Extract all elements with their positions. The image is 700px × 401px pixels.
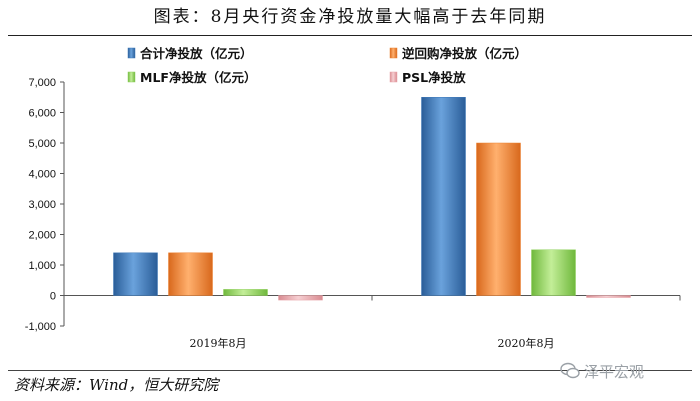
y-tick-label: 5,000	[28, 138, 56, 150]
bar-1-1	[113, 252, 158, 296]
chart-bars	[113, 97, 631, 301]
legend-swatch	[389, 47, 398, 59]
legend-label: MLF净投放（亿元）	[140, 70, 256, 85]
bar-2-4	[586, 295, 631, 298]
legend-label: 合计净投放（亿元）	[140, 46, 253, 61]
legend-label: PSL净投放	[402, 70, 466, 85]
legend-swatch	[127, 71, 136, 83]
y-tick-label: 6,000	[28, 108, 56, 120]
bar-chart: 合计净投放（亿元） 逆回购净投放（亿元） MLF净投放（亿元） PSL净投放 -1,0…	[25, 46, 681, 350]
title-divider	[8, 35, 692, 36]
y-tick-label: -1,000	[25, 321, 56, 333]
legend-label: 逆回购净投放（亿元）	[402, 46, 527, 61]
chart-axes: -1,000 0 1,000 2,000 3,000 4,000 5,000 6,000 7,0…	[25, 77, 681, 350]
bar-1-2	[168, 252, 213, 296]
y-tick-label: 2,000	[28, 230, 56, 242]
legend-swatch	[127, 47, 136, 59]
page-title: 图表：8月央行资金净投放量大幅高于去年同期	[153, 7, 547, 27]
y-tick-label: 1,000	[28, 260, 56, 272]
chart-legend: 合计净投放（亿元） 逆回购净投放（亿元） MLF净投放（亿元） PSL净投放	[127, 46, 527, 85]
bar-1-3	[223, 289, 268, 296]
legend-swatch	[389, 71, 398, 83]
y-tick-label: 0	[50, 291, 56, 303]
y-tick-label: 3,000	[28, 199, 56, 211]
bar-2-1	[421, 97, 466, 296]
bar-1-4	[278, 295, 323, 301]
watermark-text: 泽平宏观	[584, 362, 645, 381]
y-tick-label: 7,000	[28, 77, 56, 89]
x-category-label: 2020年8月	[498, 336, 555, 350]
footer-divider	[8, 370, 692, 371]
x-category-label: 2019年8月	[190, 336, 247, 350]
wechat-icon	[560, 362, 580, 379]
watermark: 泽平宏观	[560, 356, 644, 386]
y-tick-label: 4,000	[28, 169, 56, 181]
source-note: 资料来源：Wind，恒大研究院	[14, 376, 219, 394]
bar-2-2	[476, 142, 521, 296]
bar-2-3	[531, 249, 576, 296]
